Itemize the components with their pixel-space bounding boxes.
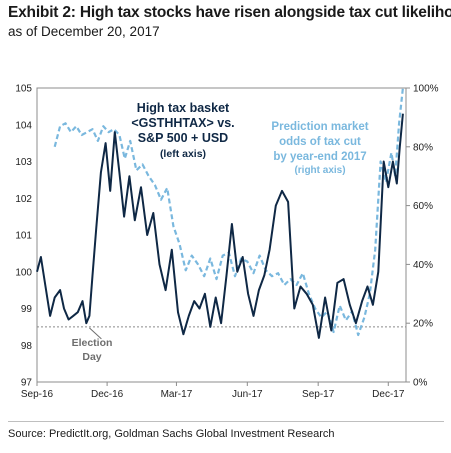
chart-subtitle: as of December 20, 2017 xyxy=(8,24,160,39)
y-left-tick-label: 102 xyxy=(15,194,32,205)
y-left-tick-label: 97 xyxy=(21,378,33,389)
y-left-tick-label: 101 xyxy=(15,231,32,242)
election-day-label: Day xyxy=(82,351,101,363)
y-left-tick-label: 105 xyxy=(15,84,32,95)
high-tax-basket-label: (left axis) xyxy=(160,148,206,160)
high-tax-basket-line xyxy=(36,113,404,339)
y-left-tick-label: 98 xyxy=(21,341,33,352)
chart-title: Exhibit 2: High tax stocks have risen al… xyxy=(8,4,451,21)
tax-cut-odds-label: by year-end 2017 xyxy=(273,151,366,163)
x-tick-label: Sep-16 xyxy=(21,389,54,400)
high-tax-basket-label: S&P 500 + USD xyxy=(138,131,228,145)
y-right-tick-label: 60% xyxy=(413,201,433,212)
y-right-tick-label: 80% xyxy=(413,142,433,153)
election-day-pointer xyxy=(89,327,102,340)
tax-cut-odds-label: (right axis) xyxy=(294,165,345,176)
y-right-tick-label: 20% xyxy=(413,319,433,330)
source-divider xyxy=(8,421,444,422)
tax-cut-odds-label: odds of tax cut xyxy=(279,136,361,148)
y-right-tick-label: 40% xyxy=(413,260,433,271)
election-day-label: Election xyxy=(72,337,113,349)
x-tick-label: Jun-17 xyxy=(232,389,263,400)
y-left-tick-label: 103 xyxy=(15,157,32,168)
y-left-tick-label: 104 xyxy=(15,120,32,131)
x-tick-label: Sep-17 xyxy=(302,389,335,400)
y-left-tick-label: 99 xyxy=(21,304,33,315)
y-right-tick-label: 100% xyxy=(413,84,439,95)
source-note: Source: PredictIt.org, Goldman Sachs Glo… xyxy=(8,428,335,440)
high-tax-basket-label: High tax basket xyxy=(137,101,230,115)
y-left-tick-label: 100 xyxy=(15,267,32,278)
high-tax-basket-label: <GSTHHTAX> vs. xyxy=(131,116,234,130)
x-tick-label: Dec-17 xyxy=(372,389,405,400)
y-right-tick-label: 0% xyxy=(413,378,428,389)
x-tick-label: Mar-17 xyxy=(161,389,193,400)
x-tick-label: Dec-16 xyxy=(91,389,124,400)
chart: 105 104 103 102 101 100 99 98 97 100% 80% 60% 40% 20%… xyxy=(15,84,439,401)
tax-cut-odds-label: Prediction market xyxy=(271,121,368,133)
plot-frame xyxy=(36,87,407,383)
